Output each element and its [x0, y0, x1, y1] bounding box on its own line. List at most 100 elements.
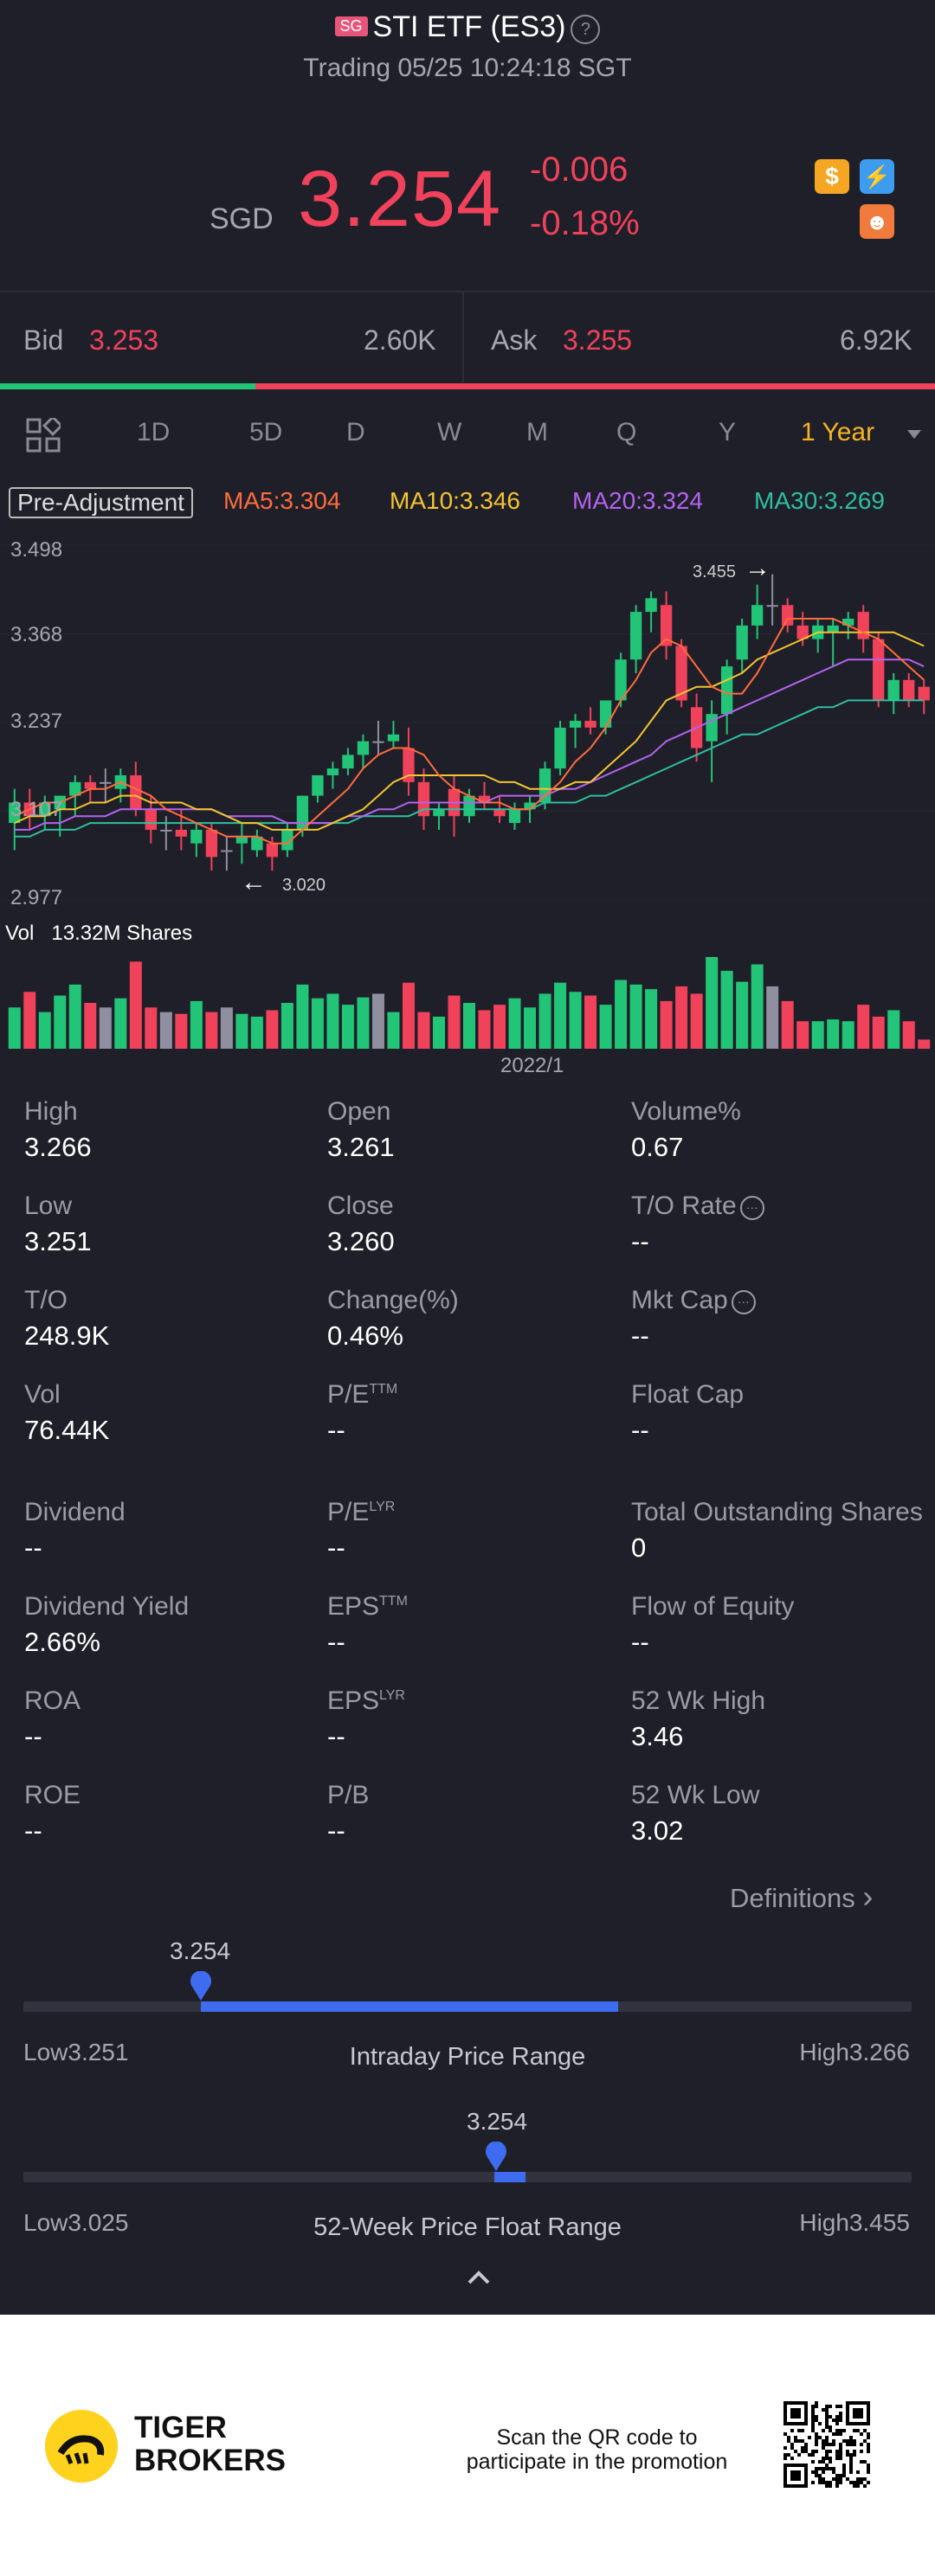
- tiger-icon[interactable]: ☻: [860, 204, 894, 239]
- grid-layout-icon[interactable]: [26, 414, 64, 453]
- volume-bar: [432, 1016, 445, 1049]
- volume-bar: [84, 1003, 97, 1049]
- more-info-icon[interactable]: ···: [731, 1290, 756, 1314]
- candle-body: [281, 829, 293, 851]
- volume-bar: [38, 1012, 51, 1049]
- stat-value: --: [327, 1532, 345, 1563]
- candle: [554, 721, 566, 775]
- stat-open: Open 3.261: [327, 1097, 395, 1163]
- candle: [478, 781, 491, 810]
- candle: [251, 829, 263, 858]
- dollar-icon[interactable]: $: [815, 159, 849, 194]
- volume-bar: [129, 961, 142, 1049]
- volume-bar: [175, 1013, 188, 1049]
- candle-body: [554, 727, 566, 769]
- volume-label: Vol 13.32M Shares: [5, 922, 193, 945]
- stat-value: --: [327, 1415, 345, 1445]
- page-title: SG STI ETF (ES3)?: [0, 10, 935, 44]
- stat-value: 76.44K: [24, 1415, 110, 1445]
- candle: [9, 788, 21, 851]
- chevron-up-icon[interactable]: [466, 2269, 492, 2290]
- bid-size: 2.60K: [364, 324, 436, 356]
- tab-d[interactable]: D: [346, 418, 365, 446]
- qr-code[interactable]: [783, 2401, 870, 2488]
- volume-bar: [690, 993, 703, 1049]
- tab-m[interactable]: M: [526, 418, 548, 446]
- tab-w[interactable]: W: [437, 418, 462, 446]
- stat-label: High: [24, 1097, 78, 1126]
- ask-price: 3.255: [563, 324, 633, 356]
- candle: [281, 823, 293, 858]
- candle-body: [251, 836, 263, 851]
- candle: [918, 679, 930, 715]
- volume-bar: [296, 984, 309, 1049]
- volume-bar: [402, 982, 415, 1049]
- candle: [417, 768, 430, 830]
- volume-bar: [569, 992, 582, 1049]
- volume-value: 13.32M Shares: [51, 922, 193, 945]
- volume-bar: [811, 1021, 824, 1049]
- volume-bar: [857, 1005, 870, 1049]
- volume-bar: [918, 1039, 931, 1049]
- tab-5d[interactable]: 5D: [249, 418, 283, 446]
- stat-t-o-rate: T/O Rate ··· --: [631, 1192, 764, 1257]
- stat-52-wk-high: 52 Wk High 3.46: [631, 1686, 765, 1752]
- trading-status: Trading 05/25 10:24:18 SGT: [303, 54, 632, 82]
- candle-body: [130, 774, 142, 810]
- volume-bar: [720, 970, 733, 1049]
- week52-high: High3.455: [799, 2209, 910, 2236]
- chevron-down-icon[interactable]: [907, 430, 921, 439]
- candle-body: [645, 598, 657, 613]
- candle: [235, 823, 248, 864]
- candlestick-chart[interactable]: [0, 519, 935, 1073]
- volume-bar: [99, 1007, 112, 1049]
- candle-body: [615, 659, 627, 701]
- stat-value: --: [327, 1815, 345, 1846]
- stat-label: T/O: [24, 1286, 68, 1314]
- stat-label: Dividend Yield: [24, 1592, 190, 1621]
- candle-body: [599, 700, 612, 728]
- stat-label: EPSTTM: [327, 1592, 408, 1621]
- ma5-line: [14, 618, 925, 845]
- y-tick-label: 2.977: [10, 886, 63, 909]
- candle-body: [235, 836, 248, 844]
- tab-1-year[interactable]: 1 Year: [801, 418, 875, 446]
- candle-body: [842, 618, 854, 626]
- candle-body: [100, 781, 112, 784]
- candle-body: [312, 774, 324, 796]
- candle: [569, 714, 582, 748]
- tab-1d[interactable]: 1D: [137, 418, 171, 446]
- stat-52-wk-low: 52 Wk Low 3.02: [631, 1781, 759, 1847]
- candle: [387, 721, 400, 748]
- stat-close: Close 3.260: [327, 1192, 395, 1257]
- definitions-link[interactable]: Definitions ›: [730, 1879, 874, 1914]
- more-info-icon[interactable]: ···: [739, 1196, 764, 1220]
- volume-bar: [736, 981, 749, 1049]
- stat-label: Change(%): [327, 1286, 459, 1314]
- stat-label: 52 Wk Low: [631, 1781, 760, 1809]
- min-price-marker: 3.020: [282, 876, 326, 895]
- pre-adjustment-toggle[interactable]: Pre-Adjustment: [9, 487, 193, 518]
- stat-value: --: [327, 1721, 345, 1751]
- candle: [782, 598, 794, 633]
- candle-body: [524, 802, 536, 810]
- tab-y[interactable]: Y: [719, 418, 737, 446]
- candle: [873, 632, 885, 708]
- help-icon[interactable]: ?: [571, 15, 601, 44]
- stat-vol: Vol 76.44K: [24, 1380, 109, 1446]
- stat-value: 3.251: [24, 1226, 92, 1256]
- stat-label: P/ETTM: [327, 1380, 398, 1409]
- stat-label: ROA: [24, 1686, 81, 1715]
- stat-p-b: P/B --: [327, 1781, 369, 1847]
- lightning-icon[interactable]: ⚡: [860, 159, 894, 194]
- candle-body: [296, 795, 309, 830]
- volume-bar: [584, 995, 597, 1049]
- candle: [812, 618, 824, 653]
- intraday-current-label: 3.254: [170, 1937, 231, 1964]
- tab-q[interactable]: Q: [616, 418, 637, 446]
- stat-value: --: [631, 1320, 649, 1351]
- max-price-marker: 3.455: [693, 562, 737, 581]
- stat-roe: ROE --: [24, 1781, 81, 1847]
- candle-body: [433, 809, 445, 817]
- candle-body: [508, 809, 521, 824]
